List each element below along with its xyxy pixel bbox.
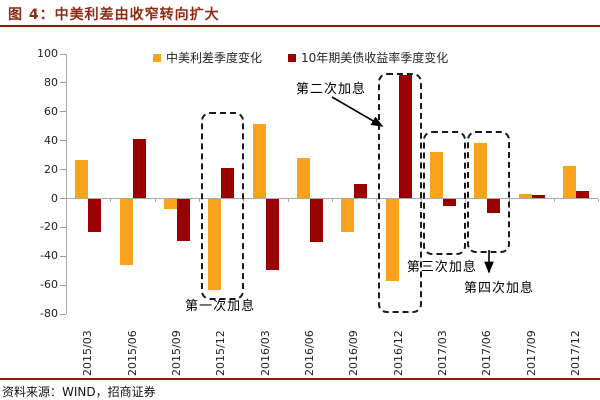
legend-item: 10年期美债收益率季度变化 xyxy=(288,49,448,66)
annotation-2017/03: 第三次加息 xyxy=(406,260,477,275)
x-axis-category-label: 2016/09 xyxy=(347,330,361,376)
legend-swatch xyxy=(288,53,297,62)
y-axis-tick-mark xyxy=(60,198,66,199)
bar-treasury-2016/09 xyxy=(354,183,368,198)
y-axis-tick-label: 80 xyxy=(44,75,58,89)
x-axis-tick-mark xyxy=(66,199,67,202)
y-axis-tick-mark xyxy=(60,82,66,84)
bar-treasury-2015/06 xyxy=(132,138,146,198)
y-axis-tick-mark xyxy=(60,313,66,315)
bar-treasury-2015/09 xyxy=(176,199,190,241)
bar-spread-2017/03 xyxy=(429,151,443,198)
bar-spread-2016/12 xyxy=(385,199,399,282)
x-axis-category-label: 2015/09 xyxy=(169,330,183,376)
y-axis-tick-label: -20 xyxy=(40,220,58,234)
bar-treasury-2017/06 xyxy=(487,199,501,214)
y-axis-tick-label: 100 xyxy=(37,47,58,61)
x-axis-tick-mark xyxy=(332,199,333,202)
chart-legend: 中美利差季度变化 10年期美债收益率季度变化 xyxy=(153,49,448,66)
y-axis-line xyxy=(66,53,67,314)
legend-label: 中美利差季度变化 xyxy=(166,51,263,65)
zero-baseline xyxy=(66,198,598,199)
y-axis-tick-label: 40 xyxy=(44,133,58,147)
bar-treasury-2017/03 xyxy=(442,199,456,207)
annotation-arrow xyxy=(331,96,384,127)
bar-spread-2016/09 xyxy=(341,199,355,233)
figure-title: 图 4：中美利差由收窄转向扩大 xyxy=(8,7,220,23)
title-divider xyxy=(0,25,600,27)
y-axis-tick-mark xyxy=(60,169,66,171)
bar-treasury-2017/09 xyxy=(531,195,545,198)
x-axis-tick-mark xyxy=(287,199,289,202)
bar-spread-2015/06 xyxy=(119,199,133,266)
y-axis-tick-label: 0 xyxy=(51,191,58,205)
x-axis-tick-mark xyxy=(154,199,156,202)
highlight-box-2017/03 xyxy=(422,131,466,255)
y-axis-tick-label: 60 xyxy=(44,104,58,118)
bar-treasury-2016/12 xyxy=(398,75,412,198)
y-axis-tick-label: -80 xyxy=(40,307,58,321)
x-axis-tick-mark xyxy=(376,199,378,202)
x-axis-category-label: 2017/03 xyxy=(435,330,449,376)
annotation-2016/12: 第二次加息 xyxy=(296,82,367,97)
y-axis-tick-mark xyxy=(60,53,66,55)
x-axis-category-label: 2016/12 xyxy=(391,330,405,376)
x-axis-category-label: 2015/12 xyxy=(214,330,228,376)
x-axis-tick-mark xyxy=(110,199,112,202)
bar-spread-2017/12 xyxy=(562,166,576,198)
y-axis-tick-mark xyxy=(60,255,66,257)
highlight-box-2015/12 xyxy=(201,112,245,300)
y-axis-tick-mark xyxy=(60,226,66,228)
x-axis-category-label: 2017/12 xyxy=(568,330,582,376)
x-axis-category-label: 2015/06 xyxy=(125,330,139,376)
bar-treasury-2016/06 xyxy=(309,199,323,243)
legend-swatch xyxy=(153,53,161,62)
x-axis-category-label: 2015/03 xyxy=(81,330,95,376)
bar-spread-2015/03 xyxy=(75,160,89,198)
y-axis-tick-mark xyxy=(60,140,66,142)
bar-treasury-2017/12 xyxy=(575,190,589,198)
bar-treasury-2015/03 xyxy=(88,199,102,233)
bar-spread-2017/06 xyxy=(474,143,488,198)
y-axis-tick-label: 20 xyxy=(44,162,58,176)
x-axis-category-label: 2016/03 xyxy=(258,330,272,376)
x-axis-tick-mark xyxy=(553,199,555,202)
y-axis-tick-label: -60 xyxy=(40,278,58,292)
bar-spread-2015/12 xyxy=(208,199,222,290)
x-axis-category-label: 2016/06 xyxy=(302,330,316,376)
highlight-box-2017/06 xyxy=(467,131,511,253)
legend-item: 中美利差季度变化 xyxy=(153,49,262,66)
bar-spread-2017/09 xyxy=(518,193,532,198)
bar-treasury-2015/12 xyxy=(221,167,235,198)
y-axis-tick-label: -40 xyxy=(40,249,58,263)
annotation-2015/12: 第一次加息 xyxy=(185,299,256,314)
source-note: 资料来源：WIND，招商证券 xyxy=(2,385,156,399)
highlight-box-2016/12 xyxy=(378,73,422,313)
bar-spread-2015/09 xyxy=(163,199,177,210)
y-axis-tick-mark xyxy=(60,284,66,286)
bar-spread-2016/03 xyxy=(252,124,266,198)
y-axis-tick-mark xyxy=(60,111,66,113)
legend-label: 10年期美债收益率季度变化 xyxy=(301,51,449,65)
annotation-2017/06: 第四次加息 xyxy=(464,281,535,296)
bar-treasury-2016/03 xyxy=(265,199,279,270)
x-axis-tick-mark xyxy=(598,199,599,202)
x-axis-category-label: 2017/09 xyxy=(524,330,538,376)
x-axis-tick-mark xyxy=(199,199,200,202)
bar-spread-2016/06 xyxy=(296,157,310,198)
x-axis-category-label: 2017/06 xyxy=(480,330,494,376)
source-divider xyxy=(0,378,600,380)
